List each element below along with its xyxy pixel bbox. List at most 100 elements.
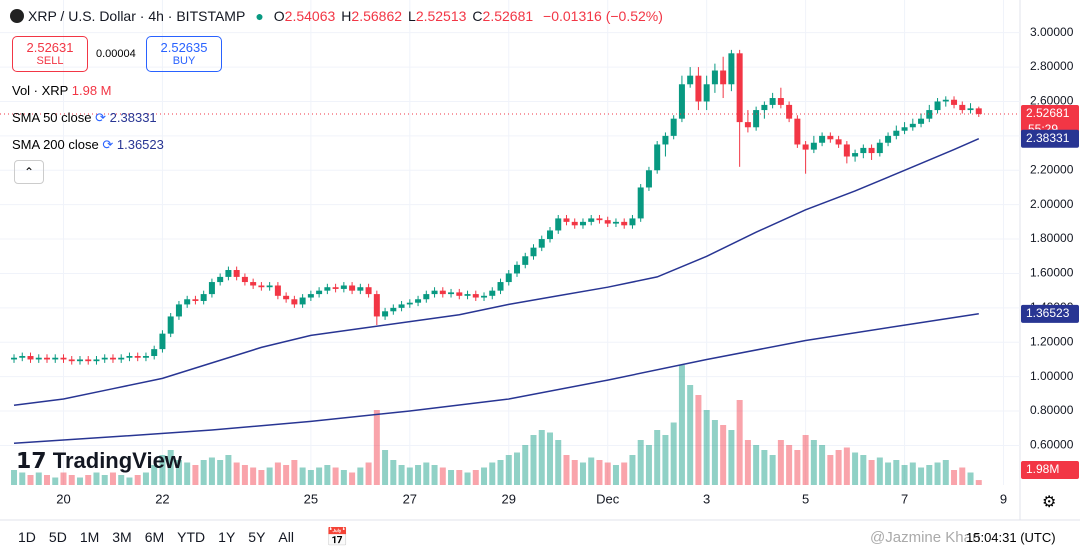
- sell-price: 2.52631: [26, 40, 74, 55]
- candle-body: [431, 290, 438, 295]
- volume-bar: [736, 400, 743, 485]
- volume-tag: 1.98M: [1026, 462, 1059, 476]
- settings-button[interactable]: ⚙: [1042, 494, 1057, 511]
- candle-body: [612, 221, 619, 224]
- volume-bar: [233, 462, 240, 485]
- range-button[interactable]: 3M: [112, 529, 132, 545]
- volume-bar: [44, 475, 51, 485]
- candle-body: [596, 218, 603, 221]
- volume-bar: [777, 440, 784, 485]
- candle-body: [184, 299, 191, 305]
- volume-bar: [901, 465, 908, 485]
- range-button[interactable]: YTD: [177, 529, 206, 545]
- range-button[interactable]: 1M: [79, 529, 100, 545]
- buy-button[interactable]: 2.52635 BUY: [146, 36, 222, 72]
- candle-body: [744, 122, 751, 128]
- candle-body: [44, 357, 51, 360]
- range-button[interactable]: 1Y: [218, 529, 236, 545]
- volume-bar: [340, 470, 347, 485]
- candle-body: [934, 101, 941, 111]
- volume-bar: [489, 462, 496, 485]
- buy-price: 2.52635: [160, 40, 208, 55]
- volume-bar: [885, 462, 892, 485]
- range-button[interactable]: 5Y: [248, 529, 266, 545]
- y-tick-label: 3.00000: [1030, 25, 1074, 39]
- candle-body: [876, 142, 883, 154]
- candle-body: [678, 84, 685, 119]
- candle-body: [159, 333, 166, 350]
- candle-body: [827, 135, 834, 140]
- volume-bar: [637, 440, 644, 485]
- volume-bar: [819, 445, 826, 485]
- candle-body: [514, 264, 521, 274]
- symbol-name: XRP / U.S. Dollar · 4h · BITSTAMP: [28, 8, 246, 24]
- volume-bar: [382, 450, 389, 485]
- candle-body: [316, 290, 323, 295]
- candle-body: [761, 104, 768, 111]
- volume-bar: [794, 450, 801, 485]
- y-tick-label: 2.80000: [1030, 59, 1074, 73]
- change: −0.01316 (−0.52%): [543, 8, 663, 24]
- volume-bar: [678, 365, 685, 485]
- range-button[interactable]: All: [278, 529, 294, 545]
- volume-bar: [448, 470, 455, 485]
- calendar-button[interactable]: 📅: [326, 527, 349, 547]
- candle-body: [736, 53, 743, 123]
- candle-body: [68, 359, 75, 362]
- y-tick-label: 1.00000: [1030, 369, 1074, 383]
- range-button[interactable]: 5D: [48, 529, 67, 545]
- x-tick-label: 29: [502, 491, 516, 506]
- sma-tag-bg: [1021, 304, 1079, 323]
- candle-body: [324, 287, 331, 291]
- volume-bar: [109, 472, 116, 485]
- volume-bar: [621, 462, 628, 485]
- candle-body: [365, 287, 372, 295]
- sma-tag: 1.36523: [1026, 306, 1070, 320]
- volume-bar: [662, 435, 669, 485]
- volume-bar: [415, 465, 422, 485]
- volume-bar: [876, 457, 883, 485]
- volume-bar: [283, 465, 290, 485]
- candle-body: [52, 357, 59, 360]
- collapse-button[interactable]: ⌃: [14, 160, 44, 184]
- volume-bar: [654, 430, 661, 485]
- sell-button[interactable]: 2.52631 SELL: [12, 36, 88, 72]
- candle-body: [142, 356, 149, 358]
- candle-body: [93, 359, 100, 362]
- range-button[interactable]: 6M: [144, 529, 165, 545]
- volume-bar: [744, 440, 751, 485]
- candle-body: [208, 282, 215, 295]
- candle-body: [241, 276, 248, 283]
- volume-bar: [843, 447, 850, 485]
- candle-body: [959, 104, 966, 111]
- volume-bar: [481, 467, 488, 485]
- volume-bar: [159, 455, 166, 485]
- sma200-legend: SMA 200 close ⟳ 1.36523: [12, 137, 164, 152]
- candle-body: [274, 285, 281, 296]
- candle-body: [382, 311, 389, 317]
- candle-body: [563, 218, 570, 222]
- status-dot: ●: [255, 8, 264, 24]
- volume-bar: [909, 462, 916, 485]
- range-button[interactable]: 1D: [18, 529, 36, 545]
- volume-bar: [35, 472, 42, 485]
- x-tick-label: 9: [1000, 491, 1007, 506]
- volume-bar: [357, 467, 364, 485]
- volume-bar: [926, 465, 933, 485]
- volume-bar: [579, 462, 586, 485]
- candle-body: [307, 294, 314, 298]
- sma-line: [13, 138, 980, 406]
- candle-body: [109, 357, 116, 360]
- volume-bar: [390, 460, 397, 485]
- candle-body: [687, 75, 694, 85]
- volume-bar: [505, 455, 512, 485]
- buy-label: BUY: [172, 55, 196, 67]
- volume-bar: [85, 475, 92, 485]
- candle-body: [703, 84, 710, 102]
- candle-body: [60, 357, 67, 360]
- volume-bar: [934, 462, 941, 485]
- candle-body: [670, 118, 677, 136]
- candle-body: [472, 294, 479, 298]
- candle-body: [860, 147, 867, 154]
- volume-bar: [612, 465, 619, 485]
